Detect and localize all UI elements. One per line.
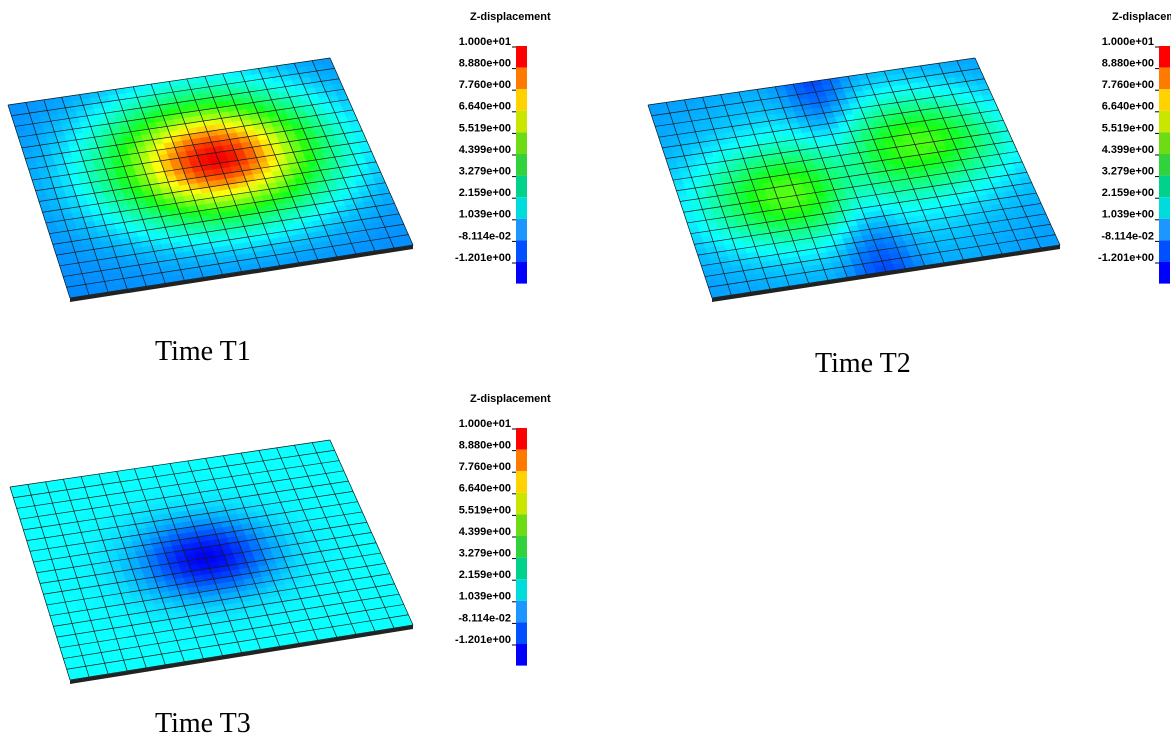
legend-label: 6.640e+00 — [1102, 101, 1154, 113]
legend-swatch — [1159, 176, 1170, 198]
legend-swatch — [516, 514, 527, 536]
legend-swatch — [1159, 89, 1170, 111]
legend-label: 2.159e+00 — [1102, 187, 1154, 199]
legend-swatch — [1159, 197, 1170, 219]
panel: Z-displacement 1.000e+01 8.880e+00 7.760e+0… — [648, 11, 1171, 379]
legend-swatch — [1159, 68, 1170, 90]
legend-label: 3.279e+00 — [459, 548, 511, 560]
legend-swatch — [1159, 240, 1170, 262]
legend-label: 1.000e+01 — [459, 36, 511, 48]
caption: Time T3 — [155, 708, 251, 738]
legend-swatch — [516, 262, 527, 284]
legend-swatch — [1159, 219, 1170, 241]
legend-swatch — [516, 46, 527, 68]
panel: Z-displacement 1.000e+01 8.880e+00 7.760e+0… — [10, 393, 551, 738]
legend-swatch — [516, 450, 527, 472]
legend-swatch — [1159, 111, 1170, 133]
legend-swatch — [516, 111, 527, 133]
legend-label: 1.039e+00 — [1102, 209, 1154, 221]
legend-title: Z-displacement — [1112, 11, 1171, 23]
legend-label: -8.114e-02 — [1101, 230, 1154, 242]
legend-swatch — [516, 176, 527, 198]
legend-swatch — [516, 240, 527, 262]
legend-swatch — [516, 471, 527, 493]
legend-label: 8.880e+00 — [459, 440, 511, 452]
legend-title: Z-displacement — [470, 393, 551, 405]
caption: Time T1 — [155, 336, 251, 367]
legend-title: Z-displacement — [470, 11, 551, 23]
legend-swatch — [516, 68, 527, 90]
legend-label: 3.279e+00 — [1102, 166, 1154, 178]
legend-swatch — [516, 154, 527, 176]
legend-label: 1.039e+00 — [459, 209, 511, 221]
legend-swatch — [1159, 132, 1170, 154]
legend-swatch — [516, 428, 527, 450]
legend-label: 4.399e+00 — [459, 526, 511, 538]
legend-label: -8.114e-02 — [458, 612, 511, 624]
legend-swatch — [516, 558, 527, 580]
legend-swatch — [516, 132, 527, 154]
legend-swatch — [516, 579, 527, 601]
legend-swatch — [516, 219, 527, 241]
legend-label: 1.000e+01 — [459, 418, 511, 430]
legend-swatch — [516, 622, 527, 644]
legend-label: 8.880e+00 — [459, 58, 511, 70]
legend-label: 6.640e+00 — [459, 483, 511, 495]
legend-label: 2.159e+00 — [459, 569, 511, 581]
legend-label: 1.000e+01 — [1102, 36, 1154, 48]
legend-swatch — [1159, 262, 1170, 284]
legend-swatch — [516, 89, 527, 111]
legend-label: 7.760e+00 — [459, 79, 511, 91]
legend-label: 7.760e+00 — [459, 461, 511, 473]
legend-label: 1.039e+00 — [459, 591, 511, 603]
legend-swatch — [516, 536, 527, 558]
legend-swatch — [516, 493, 527, 515]
caption: Time T2 — [815, 348, 911, 379]
panel: Z-displacement 1.000e+01 8.880e+00 7.760e+0… — [8, 11, 551, 367]
legend-label: -1.201e+00 — [1098, 252, 1154, 264]
legend-swatch — [516, 644, 527, 666]
legend-swatch — [516, 197, 527, 219]
legend-label: 5.519e+00 — [1102, 122, 1154, 134]
legend-label: 5.519e+00 — [459, 122, 511, 134]
legend-label: 8.880e+00 — [1102, 58, 1154, 70]
legend-swatch — [1159, 46, 1170, 68]
legend-swatch — [516, 601, 527, 623]
legend-label: 4.399e+00 — [459, 144, 511, 156]
legend-label: 2.159e+00 — [459, 187, 511, 199]
legend-label: -1.201e+00 — [455, 634, 511, 646]
legend-label: 7.760e+00 — [1102, 79, 1154, 91]
legend-label: 5.519e+00 — [459, 504, 511, 516]
legend-label: -8.114e-02 — [458, 230, 511, 242]
legend-label: 4.399e+00 — [1102, 144, 1154, 156]
legend-label: 6.640e+00 — [459, 101, 511, 113]
legend-label: 3.279e+00 — [459, 166, 511, 178]
legend-label: -1.201e+00 — [455, 252, 511, 264]
legend-swatch — [1159, 154, 1170, 176]
